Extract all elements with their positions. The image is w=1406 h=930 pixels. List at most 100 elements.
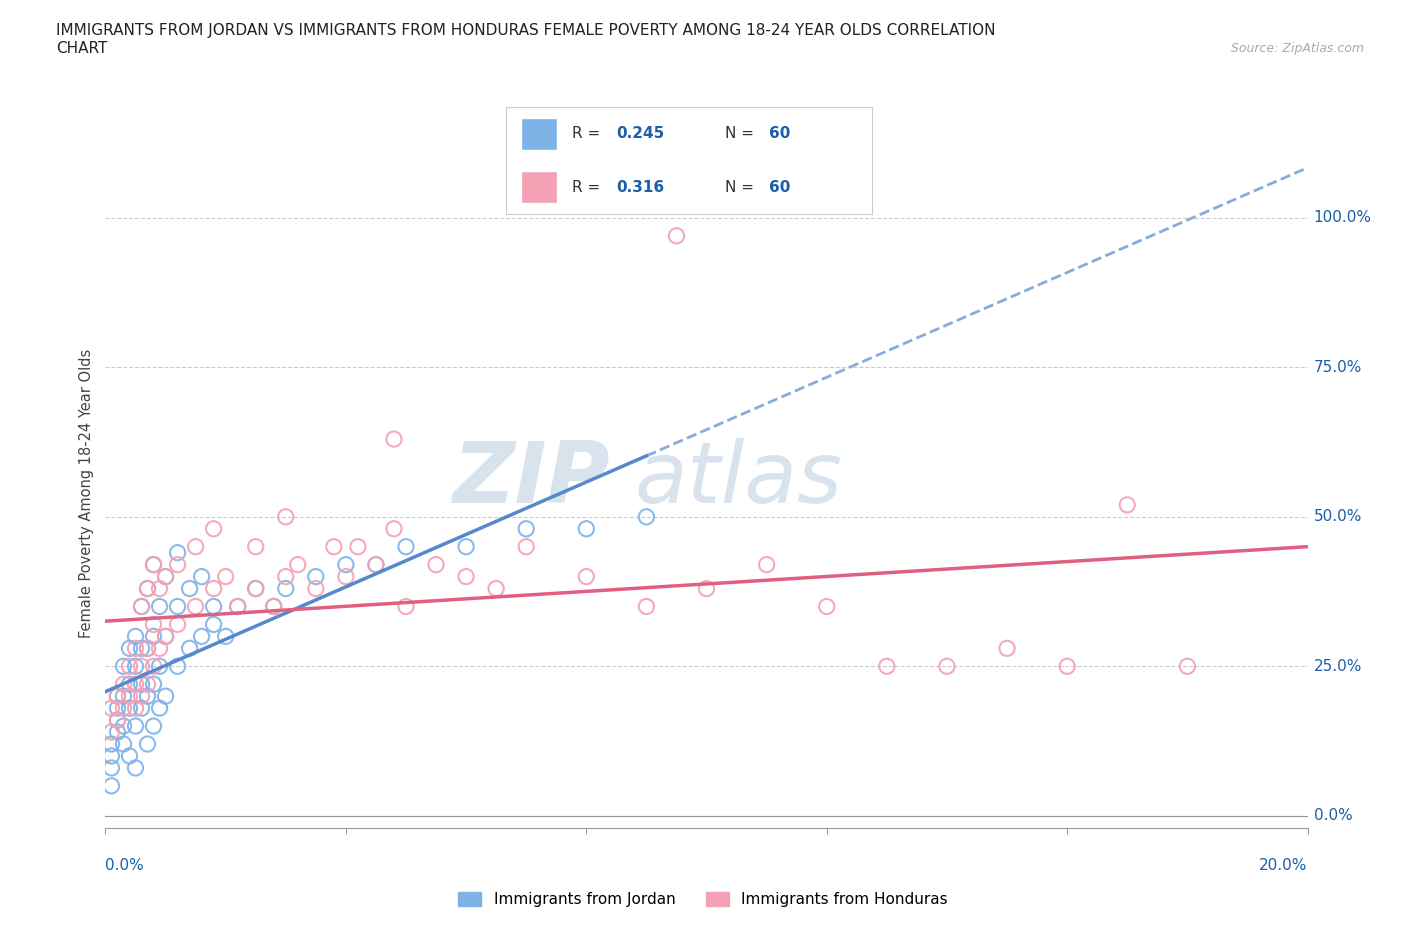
Point [155,629,177,644]
Point [107,700,129,715]
Point [274,510,297,525]
FancyBboxPatch shape [520,171,557,204]
Text: 60: 60 [769,126,790,141]
Point [166,557,188,572]
Point [142,677,165,692]
Point [575,522,598,537]
Point [936,658,959,673]
Point [136,677,159,692]
Point [190,629,212,644]
Point [179,641,201,656]
Text: Source: ZipAtlas.com: Source: ZipAtlas.com [1230,42,1364,55]
Point [142,557,165,572]
Legend: Immigrants from Jordan, Immigrants from Honduras: Immigrants from Jordan, Immigrants from … [453,885,953,913]
Point [124,658,146,673]
Text: IMMIGRANTS FROM JORDAN VS IMMIGRANTS FROM HONDURAS FEMALE POVERTY AMONG 18-24 YE: IMMIGRANTS FROM JORDAN VS IMMIGRANTS FRO… [56,23,995,56]
Point [179,581,201,596]
Point [876,658,898,673]
Point [118,641,141,656]
Point [515,522,537,537]
Point [995,641,1018,656]
Point [131,641,153,656]
Text: atlas: atlas [634,438,842,521]
Point [100,749,122,764]
Text: 0.0%: 0.0% [105,857,145,872]
Point [148,599,170,614]
Point [202,522,225,537]
Point [263,599,285,614]
Point [142,629,165,644]
Point [142,658,165,673]
Point [190,569,212,584]
Y-axis label: Female Poverty Among 18-24 Year Olds: Female Poverty Among 18-24 Year Olds [79,348,94,638]
Text: ZIP: ZIP [453,438,610,521]
Point [148,658,170,673]
Text: 0.245: 0.245 [616,126,664,141]
Point [112,719,135,734]
Point [755,557,778,572]
Point [112,737,135,751]
Point [166,599,188,614]
Text: 50.0%: 50.0% [1313,510,1362,525]
Point [364,557,387,572]
Point [166,658,188,673]
Text: 20.0%: 20.0% [1260,857,1308,872]
Point [155,569,177,584]
FancyBboxPatch shape [520,118,557,150]
Point [214,569,236,584]
Point [335,557,357,572]
Point [131,658,153,673]
Point [815,599,838,614]
Point [202,599,225,614]
Point [287,557,309,572]
Point [107,689,129,704]
Point [1116,498,1139,512]
Text: 0.0%: 0.0% [1313,808,1353,823]
Point [148,700,170,715]
Point [112,658,135,673]
Point [136,737,159,751]
Point [118,749,141,764]
Point [100,737,122,751]
Point [107,712,129,727]
Point [136,581,159,596]
Text: R =: R = [572,126,605,141]
Point [142,719,165,734]
Point [124,719,146,734]
Point [166,545,188,560]
Point [485,581,508,596]
Text: 25.0%: 25.0% [1313,658,1362,673]
Point [1056,658,1078,673]
Point [382,522,405,537]
Text: 75.0%: 75.0% [1313,360,1362,375]
Point [202,581,225,596]
Point [166,617,188,631]
Point [107,724,129,739]
Text: 100.0%: 100.0% [1313,210,1372,225]
Point [665,229,688,244]
Point [226,599,249,614]
Point [118,658,141,673]
Point [100,778,122,793]
Point [131,700,153,715]
Point [263,599,285,614]
Point [335,569,357,584]
Point [112,677,135,692]
Point [274,569,297,584]
Text: N =: N = [725,126,759,141]
Point [124,761,146,776]
Point [131,689,153,704]
Point [636,510,658,525]
Point [202,617,225,631]
Text: 60: 60 [769,179,790,194]
Point [112,689,135,704]
Point [184,599,207,614]
Point [100,761,122,776]
Point [148,641,170,656]
Point [347,539,370,554]
Point [148,581,170,596]
Point [454,539,477,554]
Point [214,629,236,644]
Point [136,689,159,704]
Point [245,581,267,596]
